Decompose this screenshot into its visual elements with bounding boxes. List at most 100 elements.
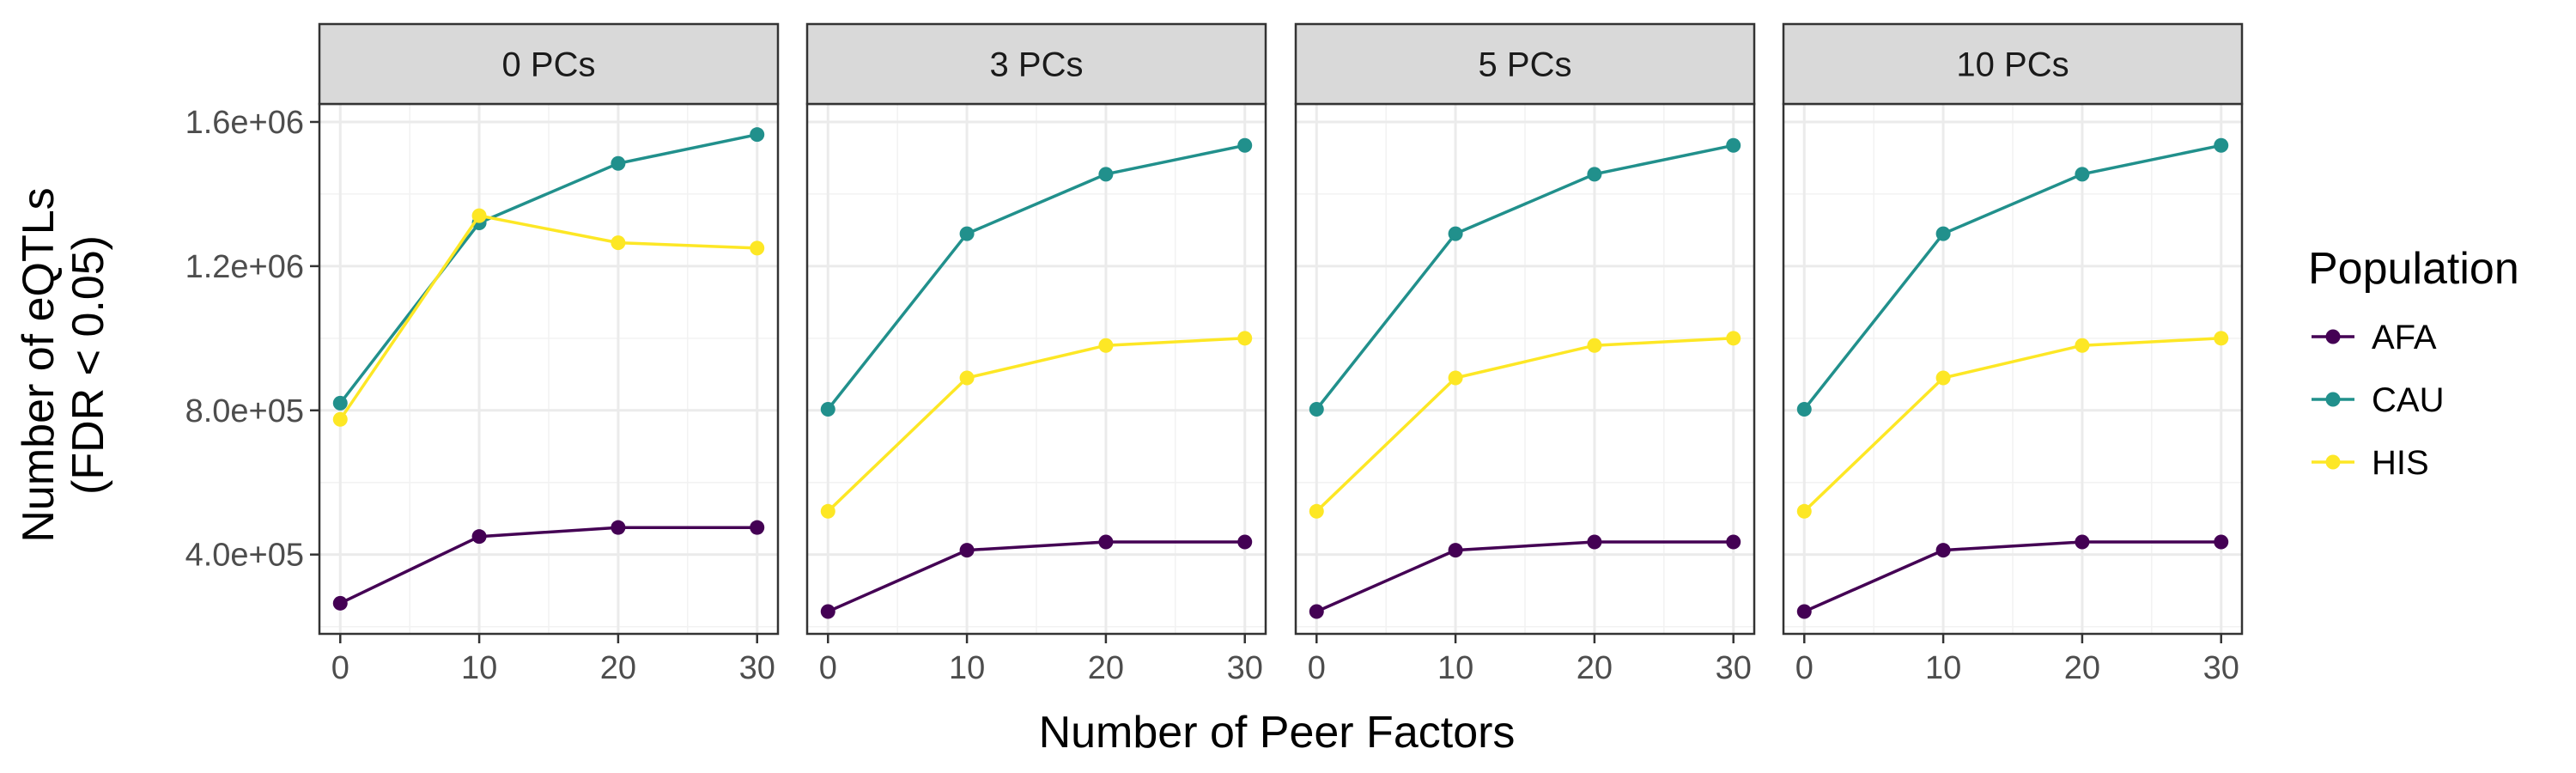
x-axis-title: Number of Peer Factors <box>1039 708 1516 758</box>
data-point-his-x0 <box>820 503 835 519</box>
data-point-afa-x20 <box>2075 534 2090 550</box>
data-point-afa-x0 <box>1309 604 1324 619</box>
y-tick-label: 1.6e+06 <box>185 105 304 141</box>
x-tick-label: 0 <box>1308 650 1326 686</box>
x-tick-label: 20 <box>1577 650 1613 686</box>
series-line-cau <box>1802 143 2222 411</box>
facet-strip-label: 3 PCs <box>990 46 1084 84</box>
data-point-his-x10 <box>471 208 487 223</box>
data-point-cau-x30 <box>1237 137 1253 153</box>
facet-strip <box>805 22 1267 106</box>
data-point-afa-x30 <box>1726 534 1741 550</box>
data-point-his-x0 <box>332 411 348 427</box>
series-line-afa <box>1803 540 2221 613</box>
data-point-his-x20 <box>2075 338 2090 353</box>
data-point-afa-x20 <box>1587 534 1602 550</box>
series-line-afa <box>339 526 757 605</box>
data-point-cau-x30 <box>1726 137 1741 153</box>
data-point-afa-x0 <box>1796 604 1812 619</box>
panel-10-pcs: 10 PCs 0 10 20 30 <box>1782 22 2244 686</box>
data-point-afa-x30 <box>750 520 765 535</box>
series-line-his <box>827 337 1245 513</box>
x-tick-label: 10 <box>461 650 497 686</box>
data-point-his-x10 <box>1448 370 1463 386</box>
facet-strip-label: 0 PCs <box>502 46 596 84</box>
facet-panels: 0 PCs 0 10 20 30 4.0e+05 8.0e+05 1.2e+06 1.6e+06… <box>185 22 2244 686</box>
data-point-cau-x10 <box>959 226 975 241</box>
legend-item-afa: AFA <box>2312 319 2437 356</box>
legend-label-cau: CAU <box>2372 381 2444 419</box>
data-point-cau-x20 <box>1098 167 1114 182</box>
x-tick-label: 0 <box>331 650 349 686</box>
legend: Population AFA CAU HIS <box>2308 244 2519 482</box>
panel-5-pcs: 5 PCs 0 10 20 30 <box>1294 22 1756 686</box>
x-tick-label: 0 <box>819 650 837 686</box>
y-axis-title-line-2: (FDR < 0.05) <box>64 235 113 495</box>
facet-strip <box>1294 22 1756 106</box>
y-axis-title-line-1: Number of eQTLs <box>14 187 64 542</box>
legend-key-point-his <box>2325 454 2341 470</box>
facet-strip <box>318 22 780 106</box>
data-point-afa-x10 <box>1448 543 1463 558</box>
data-point-cau-x10 <box>1935 226 1951 241</box>
data-point-his-x20 <box>1098 338 1114 353</box>
y-tick-label: 1.2e+06 <box>185 249 304 285</box>
data-point-his-x30 <box>750 240 765 256</box>
data-point-his-x20 <box>611 235 626 251</box>
x-tick-label: 20 <box>2064 650 2100 686</box>
data-point-his-x0 <box>1309 503 1324 519</box>
legend-key-point-cau <box>2325 392 2341 407</box>
data-point-afa-x10 <box>1935 543 1951 558</box>
data-point-afa-x0 <box>332 595 348 611</box>
x-tick-label: 10 <box>1437 650 1473 686</box>
x-tick-label: 20 <box>600 650 636 686</box>
legend-label-his: HIS <box>2372 444 2429 482</box>
legend-title: Population <box>2308 244 2519 294</box>
data-point-his-x30 <box>2214 331 2229 346</box>
data-point-his-x30 <box>1726 331 1741 346</box>
series-line-cau <box>826 143 1246 411</box>
x-tick-label: 10 <box>949 650 985 686</box>
data-point-afa-x0 <box>820 604 835 619</box>
series-line-afa <box>827 540 1245 613</box>
data-point-his-x30 <box>1237 331 1253 346</box>
data-point-cau-x30 <box>750 127 765 143</box>
data-point-afa-x30 <box>2214 534 2229 550</box>
data-point-cau-x20 <box>1587 167 1602 182</box>
data-point-cau-x30 <box>2214 137 2229 153</box>
series-line-his <box>1803 337 2221 513</box>
data-point-his-x20 <box>1587 338 1602 353</box>
y-axis-title: Number of eQTLs (FDR < 0.05) <box>14 187 113 542</box>
data-point-cau-x0 <box>1309 402 1324 417</box>
y-tick-label: 8.0e+05 <box>185 393 304 429</box>
facet-strip <box>1782 22 2244 106</box>
data-point-his-x10 <box>1935 370 1951 386</box>
series-line-his <box>338 214 757 421</box>
data-point-afa-x30 <box>1237 534 1253 550</box>
facet-strip-label: 10 PCs <box>1956 46 2069 84</box>
data-point-cau-x0 <box>332 395 348 411</box>
facet-strip-label: 5 PCs <box>1479 46 1572 84</box>
data-point-his-x0 <box>1796 503 1812 519</box>
data-point-afa-x10 <box>471 529 487 545</box>
x-tick-label: 30 <box>2203 650 2239 686</box>
x-tick-label: 30 <box>1227 650 1263 686</box>
series-line-afa <box>1315 540 1734 613</box>
x-tick-label: 10 <box>1925 650 1961 686</box>
legend-label-afa: AFA <box>2372 319 2437 356</box>
x-tick-label: 20 <box>1088 650 1124 686</box>
data-point-afa-x20 <box>1098 534 1114 550</box>
data-point-afa-x10 <box>959 543 975 558</box>
data-point-cau-x0 <box>1796 402 1812 417</box>
legend-item-his: HIS <box>2312 444 2429 482</box>
legend-key-point-afa <box>2325 329 2341 344</box>
data-point-cau-x20 <box>611 155 626 171</box>
data-point-cau-x10 <box>1448 226 1463 241</box>
series-line-cau <box>1315 143 1735 411</box>
data-point-his-x10 <box>959 370 975 386</box>
x-tick-label: 30 <box>1716 650 1752 686</box>
x-tick-label: 30 <box>739 650 775 686</box>
series-line-cau <box>338 132 758 405</box>
y-tick-label: 4.0e+05 <box>185 538 304 574</box>
